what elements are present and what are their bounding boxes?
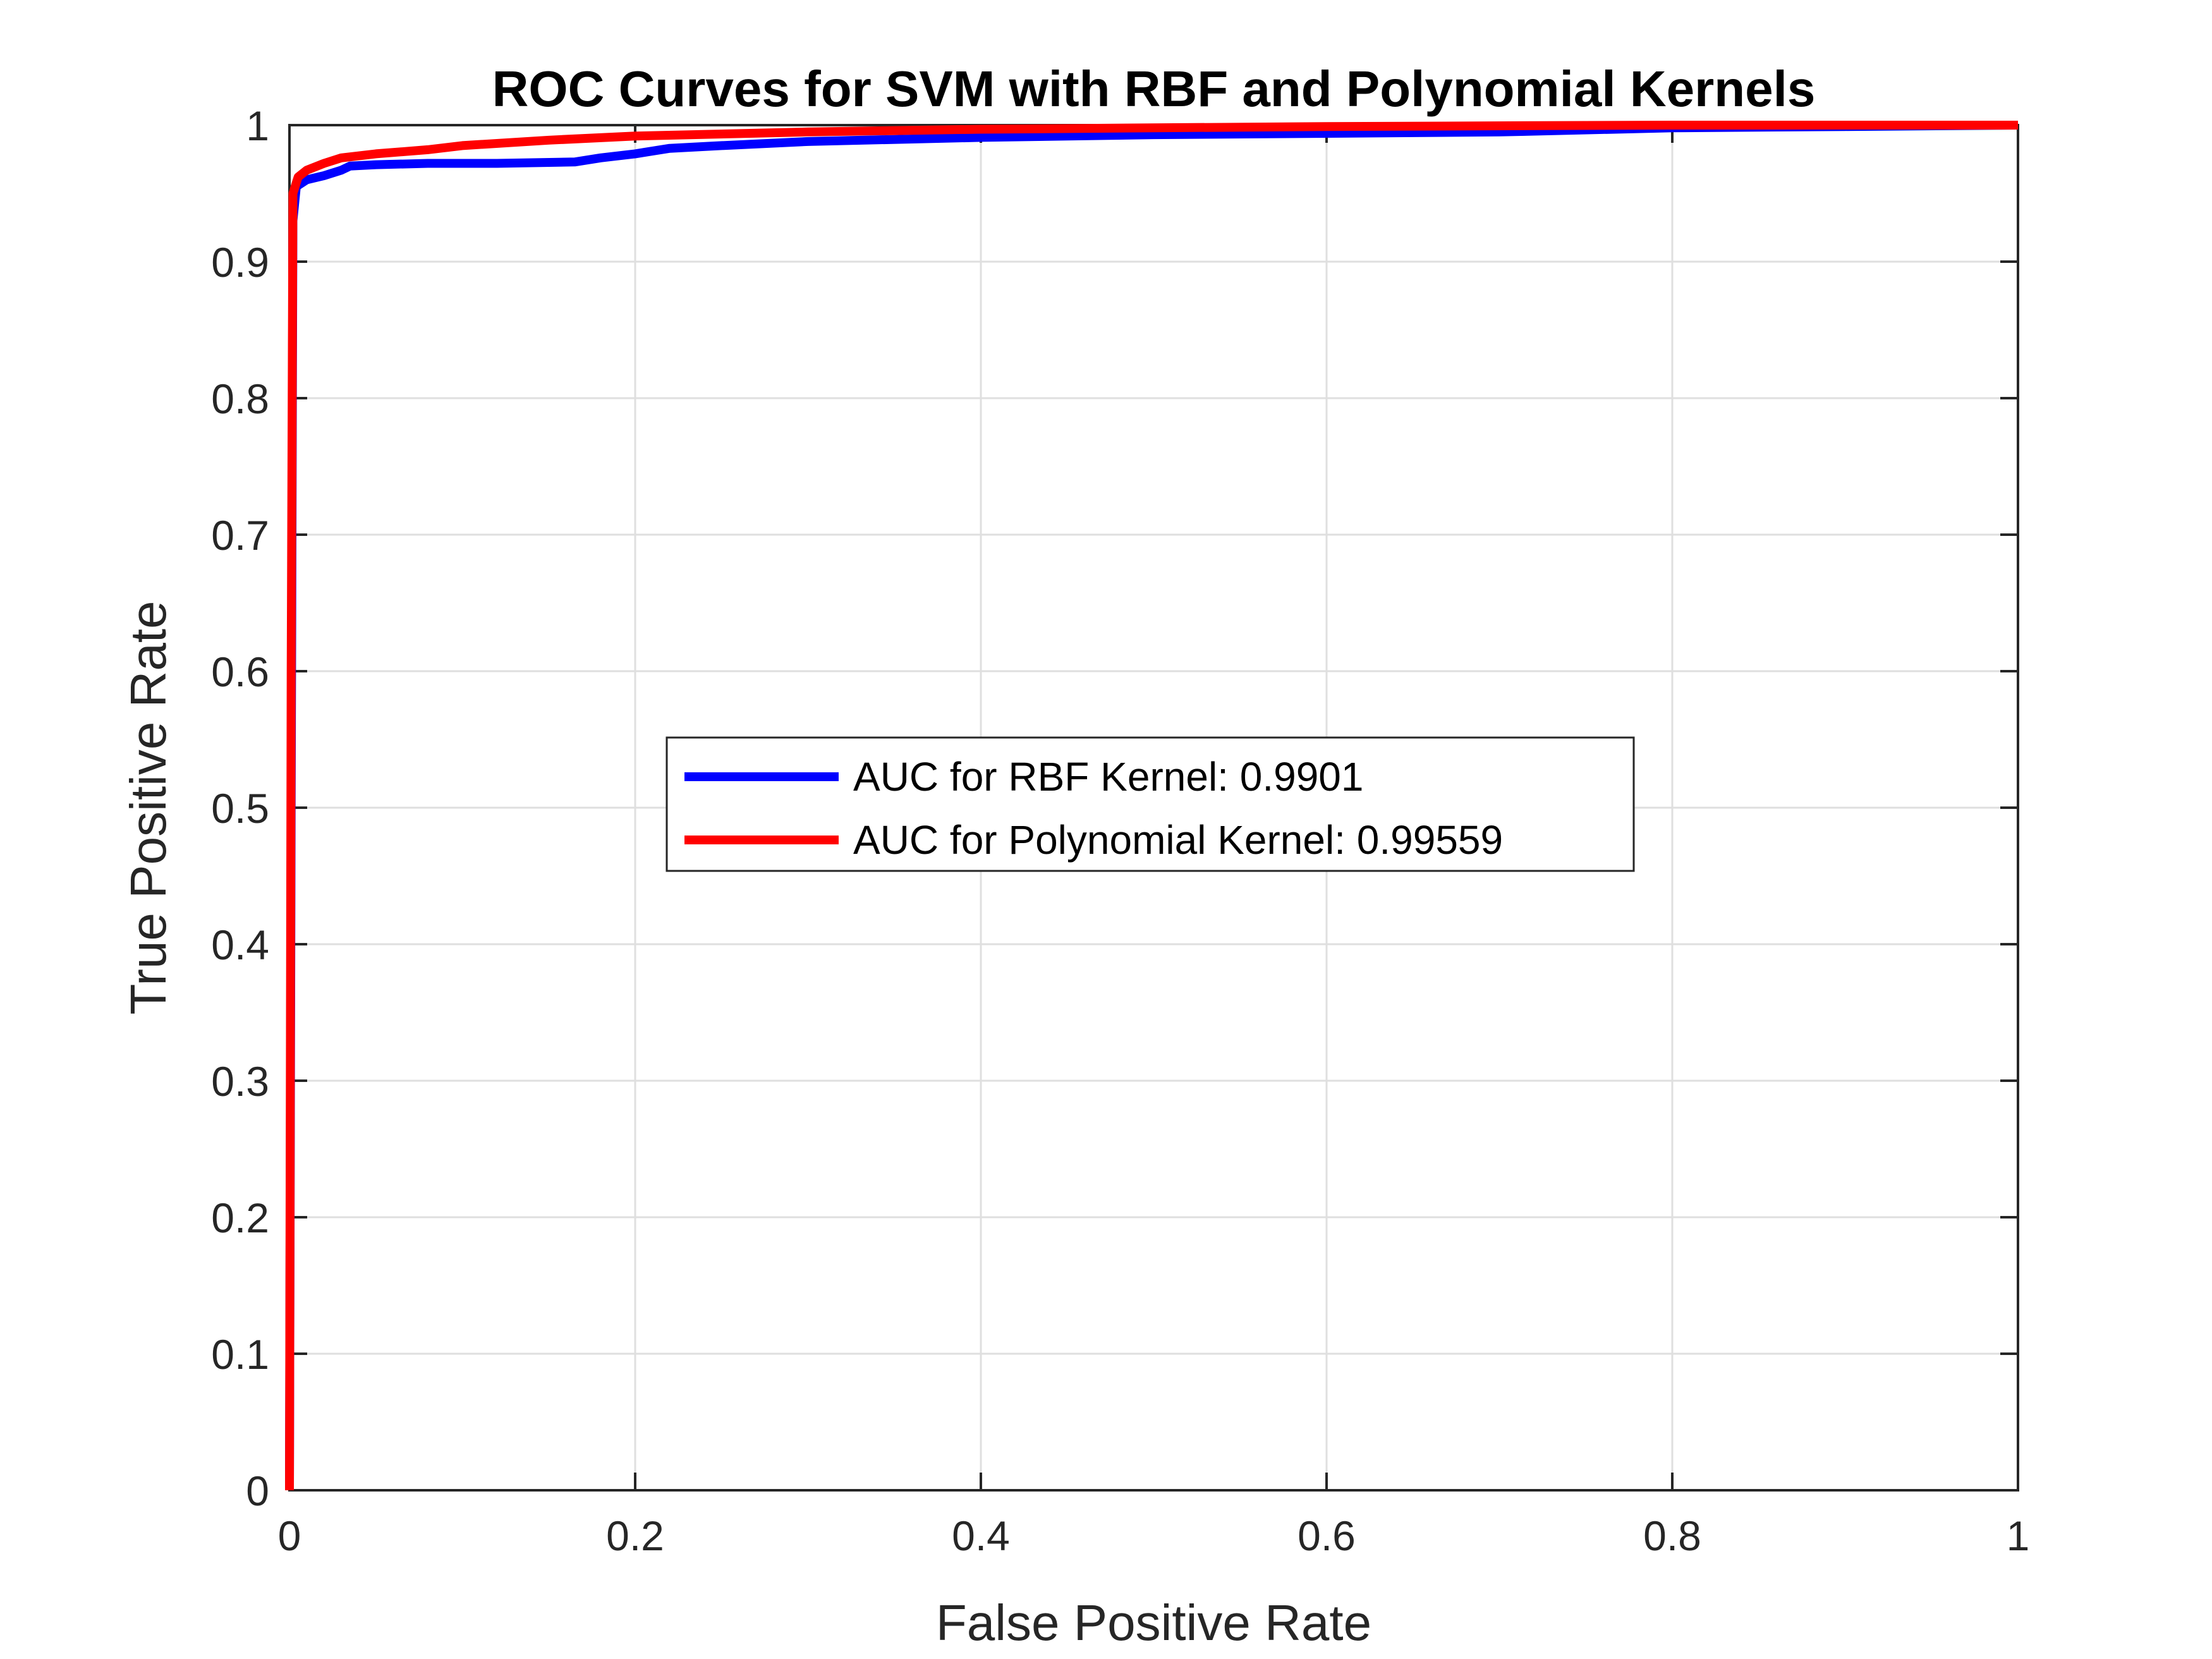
x-tick-label: 0.8 bbox=[1643, 1512, 1701, 1559]
x-tick-label: 0.6 bbox=[1297, 1512, 1356, 1559]
x-tick-label: 0.4 bbox=[952, 1512, 1010, 1559]
legend-box bbox=[665, 736, 1635, 872]
y-tick-label: 0.4 bbox=[211, 921, 269, 968]
y-tick-label: 0.7 bbox=[211, 512, 269, 559]
y-axis-label: True Positive Rate bbox=[120, 600, 176, 1014]
y-tick-label: 0.1 bbox=[211, 1331, 269, 1378]
series-line-1 bbox=[285, 121, 2018, 1491]
y-tick-label: 0.9 bbox=[211, 239, 269, 286]
y-tick-label: 0.6 bbox=[211, 648, 269, 695]
legend: AUC for RBF Kernel: 0.9901 AUC for Polyno… bbox=[665, 736, 1635, 872]
chart-title: ROC Curves for SVM with RBF and Polynomi… bbox=[492, 61, 1816, 117]
y-tick-label: 0.5 bbox=[211, 785, 269, 832]
y-tick-label: 0.8 bbox=[211, 375, 269, 422]
series-line-0 bbox=[285, 121, 2019, 1491]
x-axis-label: False Positive Rate bbox=[936, 1595, 1371, 1651]
legend-entry-0: AUC for RBF Kernel: 0.9901 bbox=[853, 754, 1363, 799]
x-tick-label: 1 bbox=[2007, 1512, 2030, 1559]
y-tick-label: 1 bbox=[246, 102, 269, 149]
x-tick-label: 0.2 bbox=[606, 1512, 664, 1559]
tick-labels: 0 0.2 0.4 0.6 0.8 1 0 0.1 0.2 0.3 0.4 0.5 0.6 0.7 0.8 0… bbox=[211, 102, 2029, 1559]
y-tick-label: 0.2 bbox=[211, 1194, 269, 1241]
y-tick-label: 0 bbox=[246, 1468, 269, 1514]
curves bbox=[285, 121, 2019, 1491]
y-tick-label: 0.3 bbox=[211, 1058, 269, 1105]
x-tick-label: 0 bbox=[278, 1512, 301, 1559]
grid bbox=[288, 124, 2019, 1492]
legend-entry-1: AUC for Polynomial Kernel: 0.99559 bbox=[853, 817, 1503, 863]
